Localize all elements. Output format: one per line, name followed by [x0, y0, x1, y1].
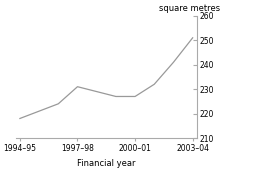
Text: square metres: square metres	[159, 4, 220, 13]
X-axis label: Financial year: Financial year	[77, 159, 136, 168]
